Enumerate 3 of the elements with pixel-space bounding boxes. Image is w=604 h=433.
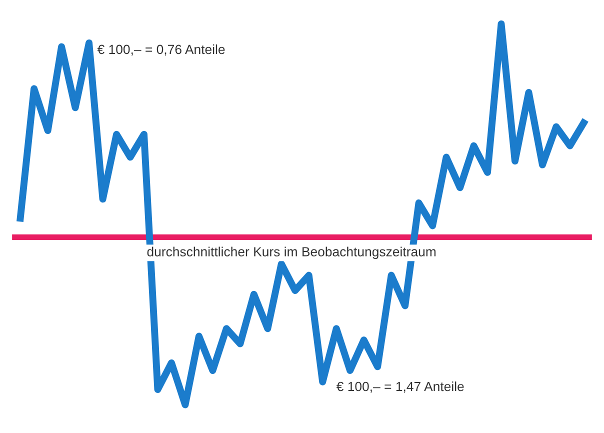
annotation: € 100,– = 1,47 Anteile — [336, 381, 464, 393]
ref-line-label: durchschnittlicher Kurs im Beobachtungszeitraum — [147, 246, 436, 260]
annotation: € 100,– = 0,76 Anteile — [97, 44, 225, 56]
